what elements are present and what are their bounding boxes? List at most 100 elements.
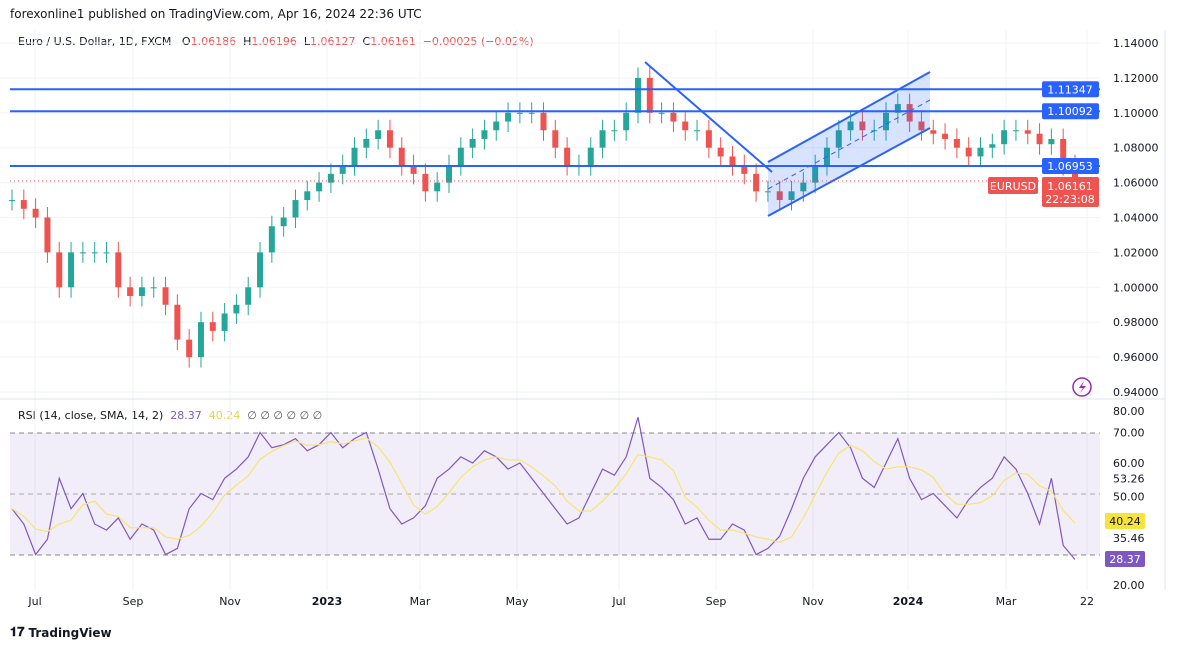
candle	[717, 137, 724, 167]
open-value: 1.06186	[190, 35, 237, 48]
candle	[339, 154, 346, 185]
candle	[694, 119, 701, 141]
rsi-sma-line	[11, 437, 1076, 543]
candle	[316, 172, 323, 202]
change-value: −0.00025 (−0.02%)	[422, 35, 534, 48]
candle	[351, 137, 358, 176]
time-tick: 22	[1080, 595, 1094, 608]
candle	[375, 119, 382, 150]
candle	[292, 189, 299, 228]
candle	[304, 180, 311, 211]
candle	[764, 180, 771, 202]
close-value: 1.06161	[370, 35, 416, 48]
candle	[422, 163, 429, 202]
close-label: C	[362, 35, 371, 48]
time-tick: Jul	[611, 595, 625, 608]
rsi-tick: 60.00	[1113, 457, 1145, 470]
high-label: H	[243, 35, 252, 48]
time-tick: 2024	[893, 595, 924, 608]
rsi-title[interactable]: RSI (14, close, SMA, 14, 2)	[18, 409, 164, 422]
candle	[233, 294, 240, 324]
candle	[918, 111, 925, 141]
lightning-glyph	[1079, 381, 1086, 393]
rsi-value: 28.37	[170, 409, 202, 422]
rsi-tick: 70.00	[1113, 427, 1145, 440]
rsi-line	[11, 417, 1076, 560]
candle	[1012, 119, 1019, 141]
downtrend-line[interactable]	[644, 61, 773, 173]
sma-tag	[1105, 513, 1145, 529]
symbol-tag	[988, 177, 1038, 194]
candle	[1036, 123, 1043, 155]
open-label: O	[181, 35, 191, 48]
empty-values: ∅ ∅ ∅ ∅ ∅ ∅	[247, 409, 323, 422]
candle	[989, 133, 996, 159]
candle	[56, 241, 63, 298]
candle	[44, 207, 51, 263]
candle	[280, 207, 287, 237]
candle	[1024, 119, 1031, 145]
candle	[398, 137, 405, 176]
candle	[103, 241, 110, 263]
candle	[552, 119, 559, 159]
candle	[528, 102, 535, 124]
candle	[79, 241, 86, 263]
lightning-icon[interactable]	[1072, 377, 1092, 397]
candle	[327, 163, 334, 194]
time-tick: Nov	[219, 595, 241, 608]
candle	[705, 119, 712, 159]
candle	[493, 111, 500, 141]
rsi-tag-value: 28.37	[1109, 553, 1141, 566]
candle	[729, 145, 736, 176]
candle	[9, 189, 15, 211]
candle	[599, 119, 606, 159]
candle	[670, 102, 677, 132]
last-price-tag	[1042, 177, 1099, 207]
candle	[127, 276, 134, 307]
candle	[505, 102, 512, 132]
level-tag-value: 1.11347	[1047, 83, 1093, 96]
candle	[162, 276, 169, 316]
last-price-value: 1.06161	[1047, 180, 1093, 193]
candle	[481, 119, 488, 150]
candle	[753, 163, 760, 202]
candle	[623, 102, 630, 141]
candle	[883, 102, 890, 141]
time-tick: Nov	[802, 595, 824, 608]
candle	[859, 111, 866, 141]
candle	[186, 329, 193, 368]
time-tick: 2023	[312, 595, 343, 608]
level-tag-value: 1.06953	[1047, 160, 1093, 173]
candle	[540, 102, 547, 141]
candle	[906, 93, 913, 132]
candle	[32, 198, 39, 228]
sma-tag-value: 40.24	[1109, 515, 1141, 528]
publish-header: forexonline1 published on TradingView.co…	[10, 7, 422, 21]
candle	[587, 137, 594, 176]
candle	[138, 276, 145, 307]
candle	[516, 102, 523, 124]
candle	[1001, 119, 1008, 155]
symbol-tag-label: EURUSD	[990, 180, 1036, 193]
price-tick: 1.06000	[1113, 177, 1159, 190]
candle	[446, 154, 453, 194]
candle	[197, 311, 204, 368]
rsi-sma-value: 40.24	[208, 409, 241, 422]
time-tick: Mar	[410, 595, 431, 608]
rsi-tick: 50.00	[1113, 491, 1145, 504]
channel-upper-line[interactable]	[767, 71, 931, 163]
level-tag	[1042, 81, 1099, 98]
time-tick: Mar	[996, 595, 1017, 608]
candle	[942, 123, 949, 150]
candle	[245, 276, 252, 316]
low-value: 1.06127	[310, 35, 356, 48]
channel-lower-line[interactable]	[767, 127, 931, 217]
candle	[268, 215, 275, 263]
candle	[965, 137, 972, 167]
candle	[209, 311, 216, 342]
tradingview-logo[interactable]: 𝟏𝟕 TradingView	[10, 625, 112, 640]
price-tick: 1.10000	[1113, 107, 1159, 120]
price-tick: 0.98000	[1113, 316, 1159, 329]
candle	[658, 102, 665, 124]
